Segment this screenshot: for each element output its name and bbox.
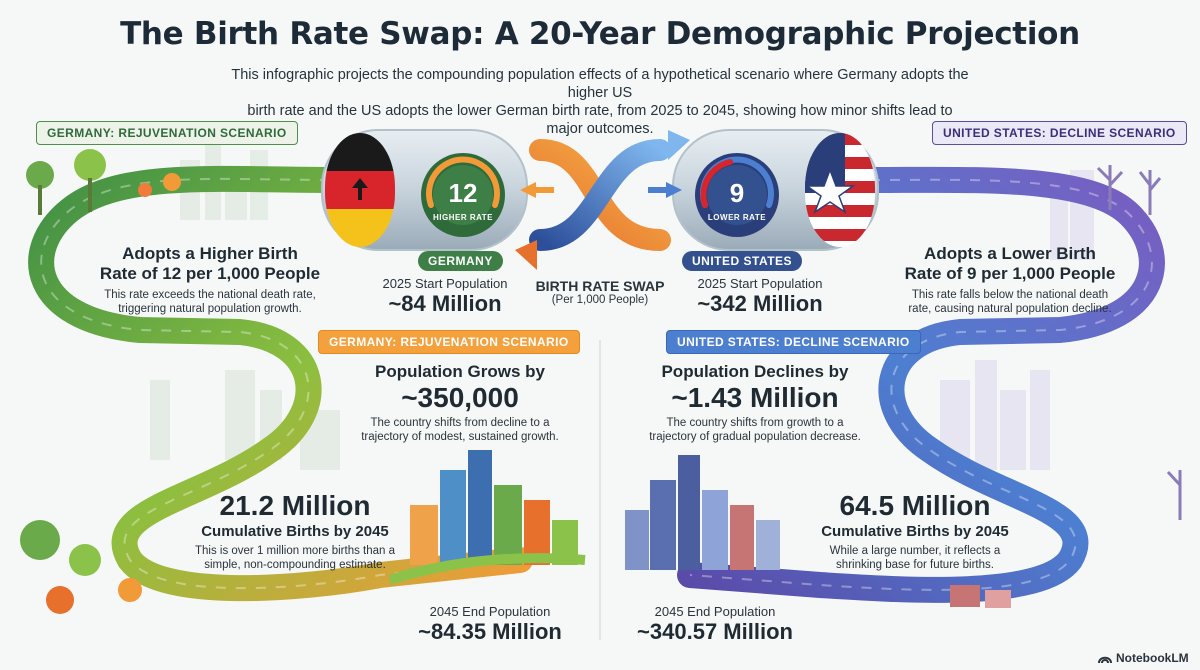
us-gauge-label: LOWER RATE [708, 213, 766, 222]
us-births-label: Cumulative Births by 2045 [821, 523, 1009, 540]
swap-unit: (Per 1,000 People) [551, 294, 649, 306]
page-title: The Birth Rate Swap: A 20-Year Demograph… [120, 16, 1080, 52]
germany-births-block: 21.2 Million Cumulative Births by 2045 T… [175, 490, 415, 572]
us-births-note-2: shrinking base for future births. [836, 559, 994, 571]
us-adopt-block: Adopts a Lower Birth Rate of 9 per 1,000… [885, 244, 1135, 316]
germany-births-note-1: This is over 1 million more births than … [194, 545, 396, 557]
germany-gauge-value: 12 [449, 178, 478, 208]
us-change-block: Population Declines by ~1.43 Million The… [640, 362, 870, 444]
us-change-note-2: trajectory of gradual population decreas… [649, 431, 861, 443]
subtitle-line-1: This infographic projects the compoundin… [231, 67, 969, 101]
germany-change-note-2: trajectory of modest, sustained growth. [361, 431, 559, 443]
germany-end-label: 2045 End Population [429, 604, 551, 619]
germany-change-block: Population Grows by ~350,000 The country… [355, 362, 565, 444]
germany-rate-gauge: 12 HIGHER RATE [421, 153, 505, 237]
germany-end-block: 2045 End Population ~84.35 Million [395, 604, 585, 645]
germany-births-value: 21.2 Million [219, 490, 371, 521]
germany-flag [325, 133, 395, 247]
us-adopt-note-2: rate, causing natural population decline… [908, 303, 1112, 315]
notebooklm-logo-icon [1098, 656, 1112, 664]
us-start-label: 2025 Start Population [697, 276, 823, 291]
us-adopt-note-1: This rate falls below the national death [911, 289, 1109, 301]
subtitle-line-2: birth rate and the US adopts the lower G… [247, 103, 953, 137]
germany-trees [20, 149, 181, 614]
germany-adopt-line-2: Rate of 12 per 1,000 People [99, 264, 321, 283]
page-subtitle: This infographic projects the compoundin… [230, 66, 970, 138]
germany-adopt-block: Adopts a Higher Birth Rate of 12 per 1,0… [90, 244, 330, 316]
us-rate-gauge: 9 LOWER RATE [695, 153, 779, 237]
us-end-block: 2045 End Population ~340.57 Million [615, 604, 815, 645]
us-births-block: 64.5 Million Cumulative Births by 2045 W… [800, 490, 1030, 572]
germany-births-label: Cumulative Births by 2045 [201, 523, 389, 540]
brand-mark: NotebookLM [1098, 651, 1189, 665]
us-flag [805, 133, 875, 247]
germany-change-value: ~350,000 [401, 382, 519, 413]
germany-pill: GERMANY [418, 251, 503, 271]
swap-label: BIRTH RATE SWAP [535, 278, 665, 294]
us-start-block: 2025 Start Population ~342 Million [680, 276, 840, 317]
us-end-value: ~340.57 Million [637, 619, 793, 644]
germany-adopt-note-2: triggering natural population growth. [118, 303, 302, 315]
germany-scenario-tag-mid: GERMANY: REJUVENATION SCENARIO [318, 330, 580, 354]
germany-start-block: 2025 Start Population ~84 Million [370, 276, 520, 317]
germany-end-value: ~84.35 Million [418, 619, 562, 644]
germany-births-note-2: simple, non-compounding estimate. [204, 559, 386, 571]
us-gauge-value: 9 [730, 178, 744, 208]
germany-start-value: ~84 Million [388, 291, 502, 316]
swap-label-block: BIRTH RATE SWAP (Per 1,000 People) [520, 278, 680, 306]
germany-scenario-tag: GERMANY: REJUVENATION SCENARIO [36, 121, 298, 145]
us-pill: UNITED STATES [682, 251, 803, 271]
us-adopt-line-2: Rate of 9 per 1,000 People [904, 264, 1116, 283]
germany-adopt-line-1: Adopts a Higher Birth [122, 244, 298, 263]
us-births-value: 64.5 Million [839, 490, 991, 521]
germany-start-label: 2025 Start Population [382, 276, 508, 291]
brand-name: NotebookLM [1116, 651, 1189, 665]
us-change-value: ~1.43 Million [671, 382, 839, 413]
germany-gauge-label: HIGHER RATE [433, 213, 493, 222]
us-start-value: ~342 Million [697, 291, 823, 316]
germany-adopt-note-1: This rate exceeds the national death rat… [104, 289, 316, 301]
us-adopt-line-1: Adopts a Lower Birth [924, 244, 1096, 263]
us-births-note-1: While a large number, it reflects a [829, 545, 1001, 557]
us-end-label: 2045 End Population [654, 604, 776, 619]
germany-change-note-1: The country shifts from decline to a [370, 417, 550, 429]
us-scenario-tag: UNITED STATES: DECLINE SCENARIO [932, 121, 1187, 145]
us-change-note-1: The country shifts from growth to a [666, 417, 844, 429]
germany-change-label: Population Grows by [374, 362, 545, 381]
us-scenario-tag-mid: UNITED STATES: DECLINE SCENARIO [666, 330, 921, 354]
us-change-label: Population Declines by [661, 362, 849, 381]
